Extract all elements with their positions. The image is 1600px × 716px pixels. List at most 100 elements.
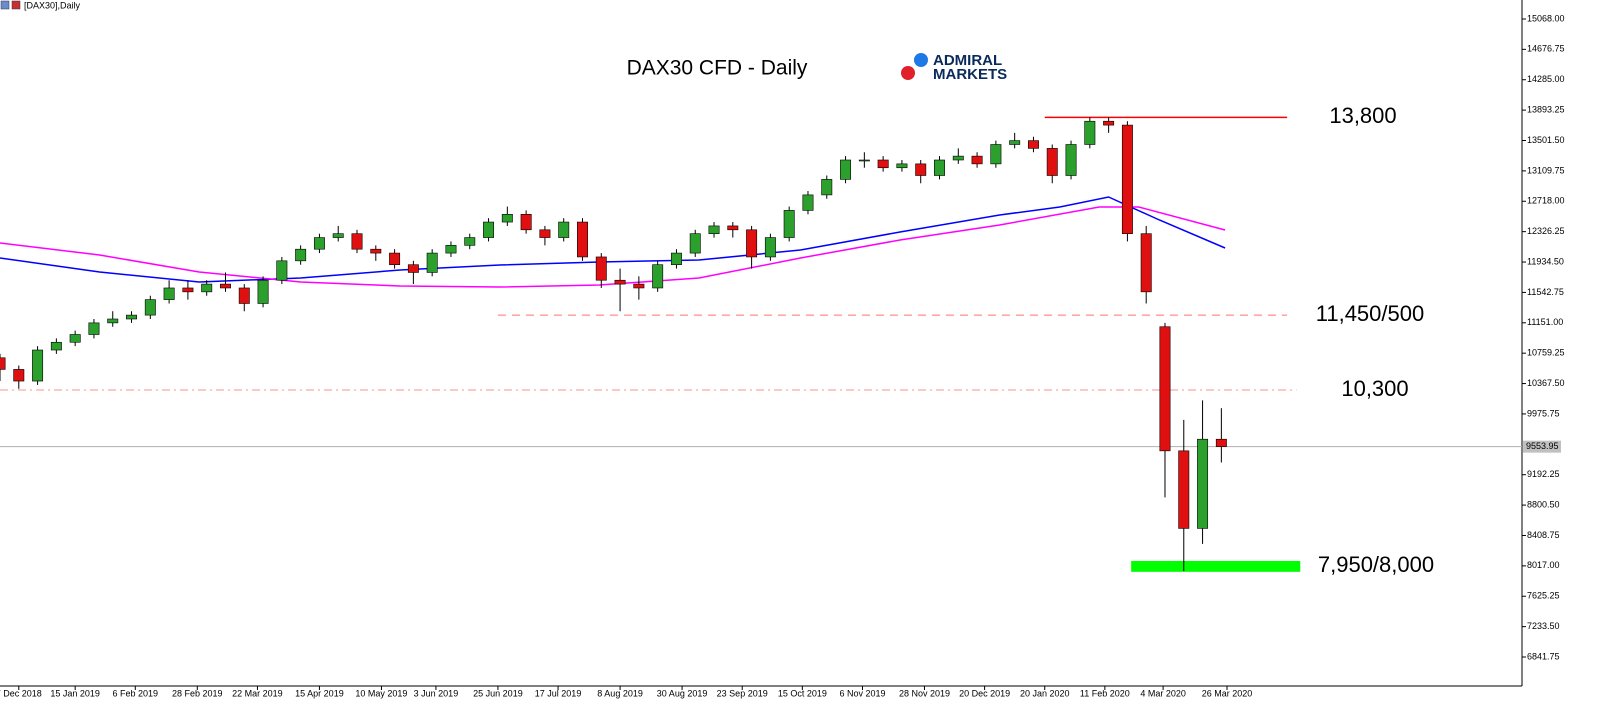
candle-body (1084, 120, 1096, 145)
candle-body (88, 322, 100, 335)
y-tick-label: 13501.50 (1527, 135, 1565, 145)
candle-body (1159, 326, 1171, 452)
y-tick-label: 10367.50 (1527, 378, 1565, 388)
x-tick-label: 3 Jun 2019 (414, 688, 459, 698)
candle-body (426, 252, 438, 273)
x-tick-label: 17 Jul 2019 (535, 688, 582, 698)
candle-body (896, 163, 908, 169)
support-zone (1131, 560, 1301, 572)
x-tick-label: 15 Oct 2019 (778, 688, 827, 698)
candle-body (727, 225, 739, 231)
last-price-label: 9553.95 (1526, 441, 1559, 451)
x-tick-label: 15 Jan 2019 (50, 688, 100, 698)
moving-average (0, 196, 1226, 283)
y-tick-label: 13109.75 (1527, 165, 1565, 175)
candle-body (0, 357, 6, 370)
candle-body (50, 341, 62, 351)
y-tick-label: 8800.50 (1527, 499, 1560, 509)
candle-body (764, 237, 776, 258)
candle-body (990, 144, 1002, 165)
x-tick-label: 28 Feb 2019 (172, 688, 223, 698)
candle-body (558, 221, 570, 238)
candle-body (445, 245, 457, 254)
x-tick-label: 25 Jun 2019 (473, 688, 523, 698)
candle-body (1009, 140, 1021, 145)
candle-body (708, 225, 720, 234)
x-tick-label: 15 Apr 2019 (295, 688, 344, 698)
y-tick-label: 14676.75 (1527, 44, 1565, 54)
candle-body (539, 229, 551, 238)
x-tick-label: 8 Aug 2019 (597, 688, 643, 698)
candle-body (32, 349, 44, 382)
candle-body (257, 279, 269, 304)
candle-body (652, 264, 664, 289)
chart-title: DAX30 CFD - Daily (627, 57, 808, 80)
x-tick-label: 7 Dec 2018 (0, 688, 42, 698)
y-tick-label: 11151.00 (1527, 317, 1563, 327)
candle-body (501, 213, 513, 223)
candle-body (840, 159, 852, 180)
candle-body (1197, 438, 1209, 529)
y-tick-label: 9192.25 (1527, 469, 1560, 479)
candle-body (126, 314, 137, 320)
candle-body (802, 194, 814, 211)
candle-body (313, 237, 325, 250)
candle-body (915, 163, 927, 176)
logo-dot (914, 53, 928, 67)
x-tick-label: 28 Nov 2019 (899, 688, 950, 698)
candle-body (1103, 120, 1115, 126)
last-price-box (1523, 440, 1561, 453)
candle-body (595, 256, 607, 281)
y-tick-label: 8017.00 (1527, 560, 1560, 570)
y-tick-label: 13893.25 (1527, 104, 1565, 114)
header-icon (11, 0, 21, 10)
candle-body (370, 248, 382, 254)
level-label: 11,450/500 (1316, 301, 1424, 326)
candle-body (952, 155, 964, 161)
x-tick-label: 6 Feb 2019 (113, 688, 159, 698)
candle-body (163, 287, 175, 300)
x-tick-label: 26 Mar 2020 (1202, 688, 1253, 698)
chart-header: [DAX30],Daily (24, 0, 81, 10)
candle-body (201, 283, 213, 293)
x-tick-label: 23 Sep 2019 (717, 688, 768, 698)
y-tick-label: 11542.75 (1527, 287, 1564, 297)
level-label: 10,300 (1341, 376, 1408, 401)
candle-body (182, 287, 194, 293)
level-label: 13,800 (1329, 103, 1396, 128)
x-tick-label: 10 May 2019 (355, 688, 407, 698)
x-tick-label: 22 Mar 2019 (232, 688, 283, 698)
y-tick-label: 7625.25 (1527, 591, 1560, 601)
candle-body (614, 279, 626, 285)
candle-body (821, 179, 833, 196)
candle-body (238, 287, 250, 304)
candle-body (220, 283, 231, 289)
x-tick-label: 20 Dec 2019 (959, 688, 1010, 698)
candle-body (1215, 438, 1227, 447)
level-label: 7,950/8,000 (1318, 552, 1434, 577)
y-tick-label: 12718.00 (1527, 196, 1565, 206)
candle-body (1027, 140, 1039, 149)
candle-body (107, 318, 119, 324)
candle-body (633, 283, 645, 289)
y-tick-label: 6841.75 (1527, 651, 1560, 661)
x-tick-label: 20 Jan 2020 (1020, 688, 1070, 698)
candle-body (295, 248, 307, 262)
candle-body (520, 213, 532, 231)
candle-body (407, 264, 419, 273)
logo-text: MARKETS (933, 66, 1007, 83)
candle-body (577, 221, 588, 258)
candle-body (276, 260, 288, 281)
x-tick-label: 6 Nov 2019 (839, 688, 885, 698)
header-icon (0, 0, 10, 10)
candle-body (464, 237, 476, 246)
logo-dot (901, 66, 915, 80)
candle-body (13, 369, 25, 382)
candle-body (1046, 148, 1058, 176)
candle-body (1178, 450, 1190, 529)
y-tick-label: 7233.50 (1527, 621, 1560, 631)
logo-text: ADMIRAL (933, 52, 1002, 69)
candle-body (689, 233, 701, 254)
candle-body (746, 229, 758, 258)
